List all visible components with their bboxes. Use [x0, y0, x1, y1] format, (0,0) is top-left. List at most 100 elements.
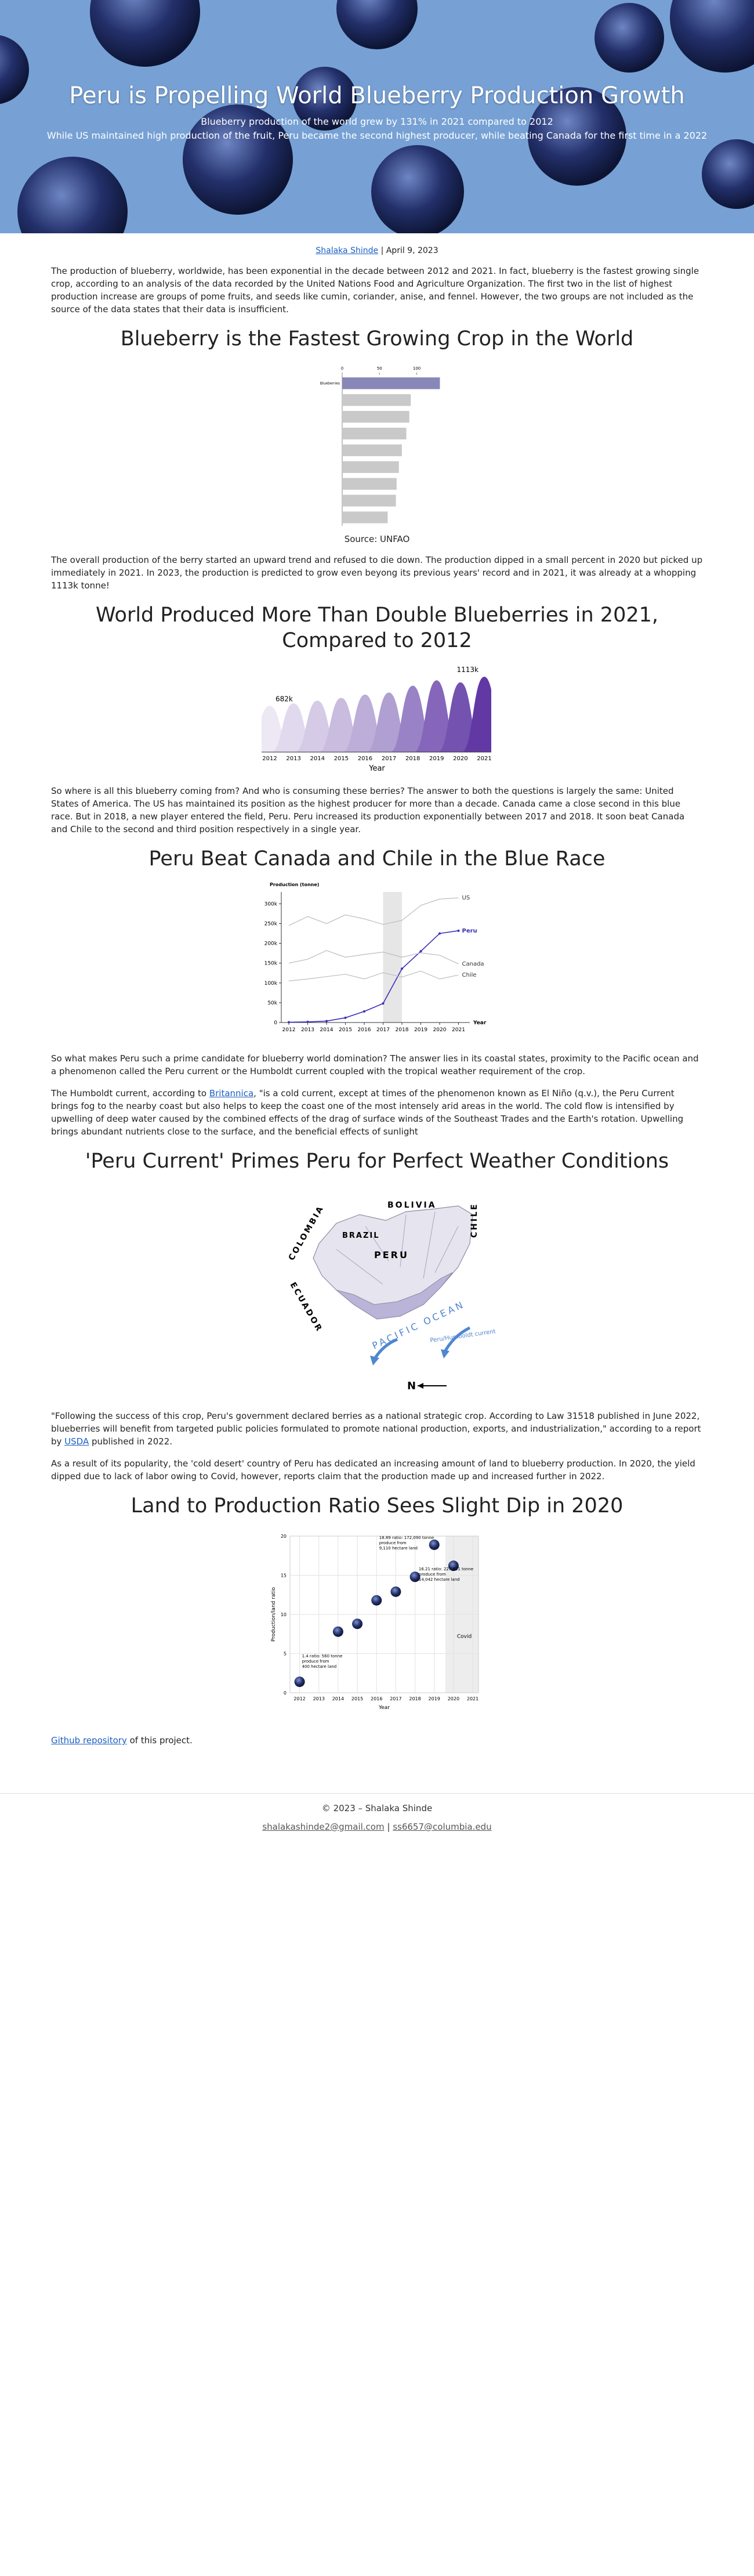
text: The Humboldt current, according to: [51, 1088, 209, 1099]
bar: [342, 461, 399, 473]
point: [332, 1626, 343, 1637]
x-tick-label: 2020: [448, 1696, 459, 1701]
point-label: produce from: [379, 1541, 407, 1545]
shaded-period: [383, 892, 402, 1023]
source: Source: UNFAO: [344, 534, 410, 544]
y-tick-label: 100k: [264, 981, 278, 987]
x-axis-label: Year: [378, 1705, 390, 1711]
point: [409, 1571, 420, 1583]
series-line: [288, 950, 459, 964]
page-title: Peru is Propelling World Blueberry Produ…: [69, 82, 685, 109]
paragraph: "Following the success of this crop, Per…: [51, 1410, 703, 1448]
x-tick-label: 50: [377, 366, 382, 371]
bar: [342, 428, 407, 440]
series-line: [288, 897, 459, 926]
y-tick-label: 50k: [267, 1000, 277, 1006]
y-tick-label: 0: [274, 1020, 277, 1026]
data-label: 682k: [276, 695, 293, 703]
area-chart: 2012 682k 2013 2014 2015 2016 2017 2018 2019 2020…: [252, 659, 502, 773]
heading: Land to Production Ratio Sees Slight Dip…: [130, 1494, 624, 1518]
point-label: 1.4 ratio: 560 tonne: [302, 1654, 343, 1659]
x-tick-label: 2019: [414, 1027, 427, 1033]
x-tick-label: 2020: [433, 1027, 447, 1033]
paragraph: The overall production of the berry star…: [51, 555, 703, 591]
x-tick-label: 2015: [334, 756, 349, 762]
series-line: [288, 970, 459, 982]
x-tick-label: 0: [341, 366, 343, 371]
date: April 9, 2023: [386, 246, 438, 255]
marker: [288, 1021, 290, 1024]
x-tick-label: 2021: [452, 1027, 465, 1033]
text: "Following the success of this crop, Per…: [51, 1411, 701, 1447]
x-tick-label: 2013: [301, 1027, 314, 1033]
britannica-link[interactable]: Britannica: [209, 1088, 254, 1099]
blueberry-background: [0, 0, 754, 233]
x-tick-label: 2020: [453, 756, 467, 762]
map-label: BRAZIL: [342, 1231, 380, 1240]
y-tick-label: 0: [284, 1690, 287, 1696]
x-tick-label: 2013: [313, 1696, 325, 1701]
arrowhead: [370, 1356, 379, 1365]
scatter-chart: Covid 0 5 10 15 20 2012 2013 2014 2015 2016 2017 201…: [271, 1534, 479, 1711]
separator: |: [380, 246, 384, 255]
x-tick-label: 2015: [339, 1027, 352, 1033]
bar: [342, 394, 411, 406]
marker: [419, 950, 422, 953]
email-link[interactable]: ss6657@columbia.edu: [393, 1822, 492, 1832]
contacts: shalakashinde2@gmail.com | ss6657@columb…: [0, 1822, 754, 1832]
point-label: 16.21 ratio: 227,621 tonne: [419, 1567, 473, 1571]
y-axis-label: Production (tonne): [270, 882, 319, 887]
north-arrowhead: [418, 1383, 423, 1389]
y-tick-label: 5: [284, 1652, 287, 1657]
y-tick-label: 10: [281, 1612, 287, 1617]
map-label: ECUADOR: [288, 1281, 324, 1334]
point-label: 14,042 hectare land: [419, 1577, 460, 1582]
x-tick-label: 2016: [371, 1696, 382, 1701]
point: [294, 1677, 305, 1688]
usda-link[interactable]: USDA: [64, 1436, 89, 1447]
point: [429, 1539, 440, 1550]
clip-edge: [491, 659, 502, 753]
bar: [342, 444, 402, 457]
marker: [438, 932, 441, 935]
marker: [382, 1002, 385, 1005]
marker: [457, 929, 460, 932]
x-tick-label: 2018: [405, 756, 420, 762]
tagline: While US maintained high production of t…: [46, 130, 708, 141]
blueberries: [0, 0, 754, 233]
paragraph: Github repository of this project.: [51, 1734, 703, 1747]
heading: Blueberry is the Fastest Growing Crop in…: [120, 327, 634, 351]
region-borders: [336, 1211, 459, 1285]
bar: [342, 411, 409, 423]
x-tick-label: 2017: [390, 1696, 401, 1701]
x-tick-label: 2012: [293, 1696, 305, 1701]
y-tick-label: 200k: [264, 941, 278, 947]
series-label: Chile: [462, 972, 477, 978]
x-tick-label: 2015: [351, 1696, 363, 1701]
x-tick-label: 2014: [320, 1027, 334, 1033]
bar-chart: 0 50 100 Blueberries: [320, 366, 440, 526]
x-tick-label: 2012: [262, 756, 277, 762]
footer: © 2023 – Shalaka Shinde shalakashinde2@g…: [0, 1793, 754, 1832]
hero-banner: Peru is Propelling World Blueberry Produ…: [0, 0, 754, 233]
point-label: produce from: [419, 1572, 446, 1577]
x-tick-label: 2021: [467, 1696, 478, 1701]
email-link[interactable]: shalakashinde2@gmail.com: [262, 1822, 385, 1832]
bar: [342, 478, 397, 490]
y-tick-label: 150k: [264, 961, 278, 967]
text: published in 2022.: [89, 1436, 173, 1447]
author-link[interactable]: Shalaka Shinde: [316, 246, 379, 255]
github-link[interactable]: Github repository: [51, 1735, 127, 1746]
paragraph: The Humboldt current, according to Brita…: [51, 1087, 703, 1138]
arrowhead: [441, 1349, 449, 1359]
heading: World Produced More Than Double Blueberr…: [95, 604, 659, 652]
x-tick-label: 100: [413, 366, 420, 371]
map-label: BOLIVIA: [387, 1201, 437, 1210]
x-tick-label: 2014: [332, 1696, 344, 1701]
point: [352, 1618, 363, 1630]
marker: [306, 1020, 309, 1023]
x-axis-label: Year: [473, 1020, 487, 1026]
marker: [325, 1020, 328, 1023]
